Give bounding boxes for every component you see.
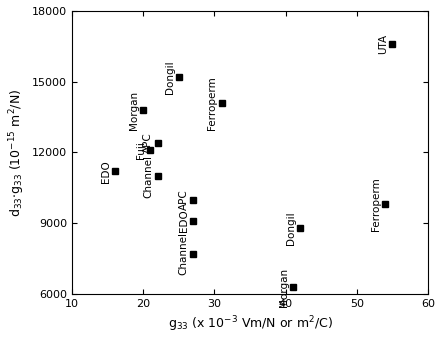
Text: Ferroperm: Ferroperm (371, 178, 381, 231)
Text: Channel: Channel (179, 233, 189, 276)
Text: Morgan: Morgan (129, 90, 139, 130)
Text: APC: APC (143, 133, 153, 153)
Text: EDO: EDO (100, 160, 110, 183)
Text: EDO: EDO (179, 209, 189, 232)
Text: Dongil: Dongil (286, 211, 296, 245)
Text: UTA: UTA (378, 34, 388, 54)
Text: Ferroperm: Ferroperm (207, 76, 217, 130)
Text: Dongil: Dongil (164, 60, 175, 94)
X-axis label: g$_{33}$ (x 10$^{-3}$ Vm/N or m$^{2}$/C): g$_{33}$ (x 10$^{-3}$ Vm/N or m$^{2}$/C) (168, 314, 332, 334)
Text: Channel: Channel (143, 154, 153, 197)
Text: Fuji: Fuji (136, 141, 146, 159)
Text: APC: APC (179, 189, 189, 210)
Text: Morgan: Morgan (278, 267, 289, 307)
Y-axis label: d$_{33}$$\cdot$g$_{33}$ (10$^{-15}$ m$^{2}$/N): d$_{33}$$\cdot$g$_{33}$ (10$^{-15}$ m$^{… (7, 88, 27, 217)
